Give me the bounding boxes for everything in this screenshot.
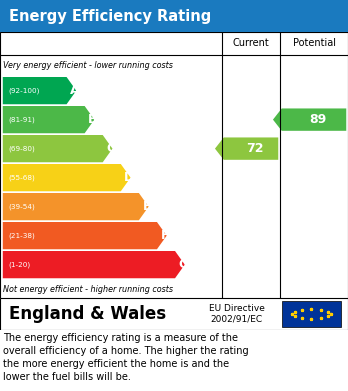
Bar	[282, 301, 341, 327]
Polygon shape	[3, 251, 185, 278]
Text: Not energy efficient - higher running costs: Not energy efficient - higher running co…	[3, 285, 174, 294]
Polygon shape	[3, 77, 76, 104]
Text: (55-68): (55-68)	[8, 174, 35, 181]
Text: (1-20): (1-20)	[8, 261, 30, 268]
Polygon shape	[3, 193, 149, 220]
Text: (21-38): (21-38)	[8, 232, 35, 239]
Polygon shape	[273, 108, 346, 131]
Text: 89: 89	[309, 113, 326, 126]
Text: B: B	[88, 113, 97, 126]
Text: E: E	[143, 200, 151, 213]
Text: The energy efficiency rating is a measure of the
overall efficiency of a home. T: The energy efficiency rating is a measur…	[3, 333, 248, 382]
Text: Current: Current	[232, 38, 269, 48]
Text: (81-91): (81-91)	[8, 117, 35, 123]
Polygon shape	[3, 106, 94, 133]
Text: Very energy efficient - lower running costs: Very energy efficient - lower running co…	[3, 61, 173, 70]
Text: Potential: Potential	[293, 38, 335, 48]
Text: 72: 72	[246, 142, 263, 155]
Text: (92-100): (92-100)	[8, 87, 39, 94]
Polygon shape	[215, 138, 278, 160]
Polygon shape	[3, 222, 167, 249]
Text: (39-54): (39-54)	[8, 203, 35, 210]
Text: A: A	[70, 84, 79, 97]
Text: D: D	[124, 171, 134, 184]
Text: England & Wales: England & Wales	[9, 305, 166, 323]
Text: Energy Efficiency Rating: Energy Efficiency Rating	[9, 9, 211, 23]
Text: C: C	[106, 142, 115, 155]
Text: F: F	[161, 229, 169, 242]
Polygon shape	[3, 135, 112, 162]
Text: (69-80): (69-80)	[8, 145, 35, 152]
Polygon shape	[3, 164, 130, 191]
Text: EU Directive
2002/91/EC: EU Directive 2002/91/EC	[209, 304, 265, 324]
Text: G: G	[178, 258, 188, 271]
